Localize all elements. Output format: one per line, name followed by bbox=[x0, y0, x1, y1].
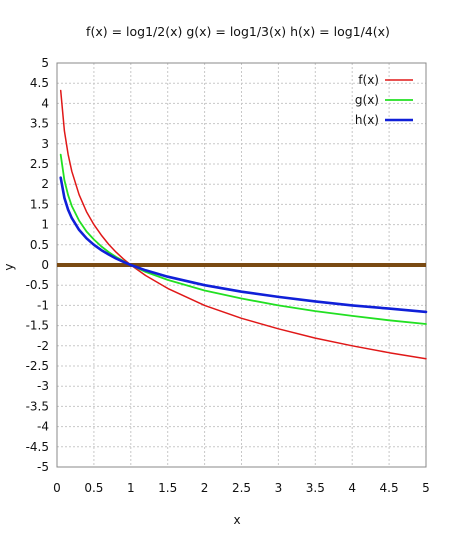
x-tick-label: 5 bbox=[422, 481, 430, 495]
y-tick-label: -1 bbox=[37, 298, 49, 312]
y-tick-label: 5 bbox=[41, 56, 49, 70]
x-tick-label: 4 bbox=[348, 481, 356, 495]
series-line-1 bbox=[59, 89, 427, 360]
y-tick-label: -3 bbox=[37, 379, 49, 393]
legend-label: g(x) bbox=[355, 93, 379, 107]
y-tick-label: -0.5 bbox=[26, 278, 49, 292]
legend-label: h(x) bbox=[355, 113, 379, 127]
y-tick-label: -2 bbox=[37, 339, 49, 353]
y-tick-label: -5 bbox=[37, 460, 49, 474]
x-tick-label: 4.5 bbox=[380, 481, 399, 495]
x-tick-label: 0 bbox=[53, 481, 61, 495]
y-tick-label: 4 bbox=[41, 96, 49, 110]
y-tick-label: -1.5 bbox=[26, 319, 49, 333]
chart-title: f(x) = log1/2(x) g(x) = log1/3(x) h(x) =… bbox=[86, 24, 390, 39]
x-tick-label: 2 bbox=[201, 481, 209, 495]
tick-labels: 0 0.5 1 1.5 2 2.5 3 3.5 4 4.5 5 5 4.5 4 3.5 3 2.5 2 1.5 1 0.… bbox=[26, 56, 430, 495]
x-tick-label: 2.5 bbox=[232, 481, 251, 495]
y-tick-label: 1.5 bbox=[30, 197, 49, 211]
series-line-3 bbox=[59, 176, 428, 314]
y-tick-label: -2.5 bbox=[26, 359, 49, 373]
y-tick-label: 0.5 bbox=[30, 238, 49, 252]
legend: f(x) g(x) h(x) bbox=[355, 73, 413, 127]
y-tick-label: -4.5 bbox=[26, 440, 49, 454]
x-axis-title: x bbox=[233, 513, 240, 527]
x-tick-label: 3 bbox=[275, 481, 283, 495]
y-tick-label: 4.5 bbox=[30, 76, 49, 90]
y-tick-label: 2 bbox=[41, 177, 49, 191]
y-axis-title: y bbox=[2, 263, 16, 270]
x-tick-label: 1 bbox=[127, 481, 135, 495]
y-tick-label: 2.5 bbox=[30, 157, 49, 171]
y-tick-label: -4 bbox=[37, 420, 49, 434]
y-tick-label: 0 bbox=[41, 258, 49, 272]
y-tick-label: 1 bbox=[41, 218, 49, 232]
legend-label: f(x) bbox=[358, 73, 379, 87]
x-tick-label: 3.5 bbox=[306, 481, 325, 495]
y-tick-label: 3.5 bbox=[30, 117, 49, 131]
plot-area bbox=[57, 89, 428, 360]
x-tick-label: 0.5 bbox=[84, 481, 103, 495]
series-line-2 bbox=[59, 153, 427, 325]
x-tick-label: 1.5 bbox=[158, 481, 177, 495]
y-tick-label: -3.5 bbox=[26, 399, 49, 413]
y-tick-label: 3 bbox=[41, 137, 49, 151]
